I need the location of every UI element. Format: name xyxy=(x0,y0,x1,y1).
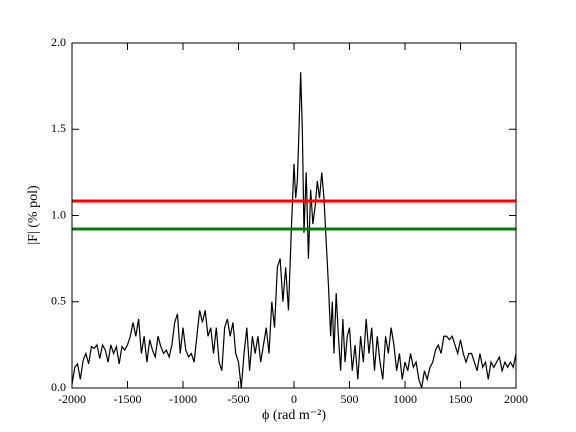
x-tick-label: -1500 xyxy=(114,392,142,406)
y-axis-label: |F| (% pol) xyxy=(26,185,41,245)
plot-frame xyxy=(71,42,517,389)
x-tick-label: 2000 xyxy=(504,392,528,406)
x-tick-label: 500 xyxy=(341,392,359,406)
x-tick-label: -2000 xyxy=(58,392,86,406)
x-axis-label: ϕ (rad m⁻²) xyxy=(262,408,326,423)
y-tick-label: 1.5 xyxy=(51,121,66,135)
y-tick-label: 1.0 xyxy=(51,207,66,221)
y-tick-label: 0.0 xyxy=(51,380,66,394)
x-tick-label: 1000 xyxy=(393,392,417,406)
x-tick-label: 0 xyxy=(291,392,297,406)
x-tick-label: -1000 xyxy=(169,392,197,406)
x-tick-label: -500 xyxy=(228,392,250,406)
y-tick-label: 2.0 xyxy=(51,35,66,49)
x-tick-label: 1500 xyxy=(449,392,473,406)
y-tick-label: 0.5 xyxy=(51,294,66,308)
data-line xyxy=(71,72,517,389)
